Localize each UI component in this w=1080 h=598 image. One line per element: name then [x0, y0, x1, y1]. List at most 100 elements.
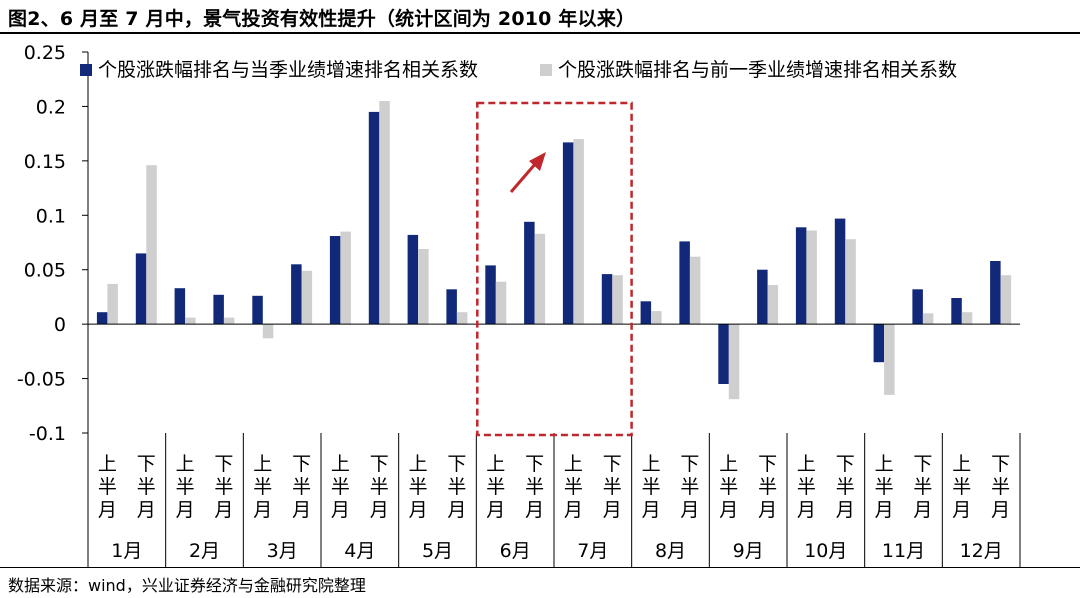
half-month-label: 下: [292, 453, 311, 475]
title-rule: [0, 32, 1080, 34]
bar-current-quarter: [485, 265, 496, 325]
month-label: 2月: [189, 540, 220, 562]
bar-previous-quarter: [689, 256, 701, 325]
y-tick-label: 0.25: [24, 42, 66, 64]
bar-previous-quarter: [379, 101, 390, 325]
half-month-label: 半: [98, 476, 117, 498]
month-label: 11月: [882, 540, 925, 562]
half-month-label: 月: [875, 499, 894, 521]
bar-current-quarter: [135, 253, 147, 325]
month-label: 6月: [500, 540, 531, 562]
month-label: 4月: [344, 540, 375, 562]
half-month-label: 半: [875, 476, 894, 498]
highlight-box: [476, 101, 633, 437]
bar-current-quarter: [252, 295, 263, 325]
y-tick-label: -0.1: [29, 423, 66, 445]
half-month-label: 月: [409, 499, 428, 521]
source-note: 数据来源：wind，兴业证券经济与金融研究院整理: [8, 576, 366, 595]
half-month-label: 月: [214, 499, 233, 521]
month-label: 9月: [733, 540, 764, 562]
bar-current-quarter: [524, 221, 535, 325]
legend-swatch-current: [80, 64, 92, 76]
half-month-label: 月: [525, 499, 544, 521]
half-month-label: 半: [176, 476, 195, 498]
bar-current-quarter: [990, 261, 1001, 325]
half-month-label: 上: [176, 453, 195, 475]
half-month-label: 半: [214, 476, 233, 498]
half-month-label: 下: [137, 453, 156, 475]
half-month-label: 月: [331, 499, 350, 521]
bar-current-quarter: [446, 289, 457, 325]
half-month-label: 半: [642, 476, 661, 498]
month-label: 10月: [804, 540, 847, 562]
half-month-label: 半: [253, 476, 272, 498]
half-month-label: 上: [797, 453, 816, 475]
half-month-label: 半: [991, 476, 1010, 498]
half-month-label: 上: [486, 453, 505, 475]
y-tick-label: 0.05: [24, 260, 66, 282]
half-month-label: 上: [642, 453, 661, 475]
bar-current-quarter: [291, 264, 302, 325]
half-month-label: 半: [137, 476, 156, 498]
bar-previous-quarter: [1000, 275, 1012, 325]
half-month-label: 月: [758, 499, 777, 521]
bar-chart: 0.25 0.2 0.15 0.1 0.05 0 -0.05 -0.1 上半月 下半月 上半月 下半月…: [17, 42, 1021, 567]
bar-current-quarter: [834, 218, 846, 325]
half-month-label: 上: [409, 453, 428, 475]
half-month-label: 月: [370, 499, 389, 521]
bar-previous-quarter: [262, 324, 274, 339]
bar-current-quarter: [912, 289, 923, 325]
half-month-label: 月: [486, 499, 505, 521]
bar-previous-quarter: [845, 239, 856, 325]
legend-label-previous: 个股涨跌幅排名与前一季业绩增速排名相关系数: [558, 59, 957, 81]
bar-previous-quarter: [728, 324, 740, 400]
bar-previous-quarter: [456, 312, 468, 325]
chart-title: 图2、6 月至 7 月中，景气投资有效性提升（统计区间为 2010 年以来）: [8, 8, 636, 30]
bar-current-quarter: [407, 234, 419, 325]
half-month-label: 下: [991, 453, 1010, 475]
half-month-label: 半: [680, 476, 699, 498]
half-month-label: 月: [253, 499, 272, 521]
half-month-label: 半: [797, 476, 816, 498]
bar-previous-quarter: [884, 324, 895, 395]
half-month-label: 月: [137, 499, 156, 521]
half-month-label: 月: [719, 499, 738, 521]
half-month-label: 月: [642, 499, 661, 521]
half-month-label: 下: [603, 453, 622, 475]
bar-current-quarter: [795, 227, 807, 325]
half-month-label: 半: [603, 476, 622, 498]
half-month-label: 下: [370, 453, 389, 475]
trend-arrow-head: [529, 152, 546, 171]
bar-previous-quarter: [185, 317, 196, 325]
half-month-label: 上: [719, 453, 738, 475]
half-month-label: 下: [447, 453, 466, 475]
month-label: 3月: [267, 540, 298, 562]
half-month-label: 月: [98, 499, 117, 521]
bar-previous-quarter: [340, 231, 351, 325]
half-month-label: 下: [836, 453, 855, 475]
bar-previous-quarter: [534, 233, 546, 325]
y-tick-label: 0: [54, 314, 66, 336]
half-month-label: 半: [758, 476, 777, 498]
half-month-label: 半: [370, 476, 389, 498]
half-month-label: 半: [486, 476, 505, 498]
half-month-label: 月: [603, 499, 622, 521]
bar-previous-quarter: [146, 165, 157, 325]
bar-previous-quarter: [922, 313, 934, 325]
bar-current-quarter: [640, 301, 652, 325]
half-month-label: 下: [913, 453, 932, 475]
bar-previous-quarter: [612, 275, 623, 325]
half-month-label: 半: [409, 476, 428, 498]
half-month-label: 月: [797, 499, 816, 521]
bar-current-quarter: [174, 288, 186, 325]
half-month-label: 月: [952, 499, 971, 521]
y-tick-label: 0.15: [24, 151, 66, 173]
half-month-label: 半: [447, 476, 466, 498]
half-month-label: 月: [913, 499, 932, 521]
bar-previous-quarter: [418, 249, 429, 325]
half-month-label: 半: [952, 476, 971, 498]
legend-swatch-previous: [540, 64, 552, 76]
source-rule: [0, 567, 1080, 568]
half-month-label: 半: [836, 476, 855, 498]
bar-previous-quarter: [495, 281, 507, 325]
